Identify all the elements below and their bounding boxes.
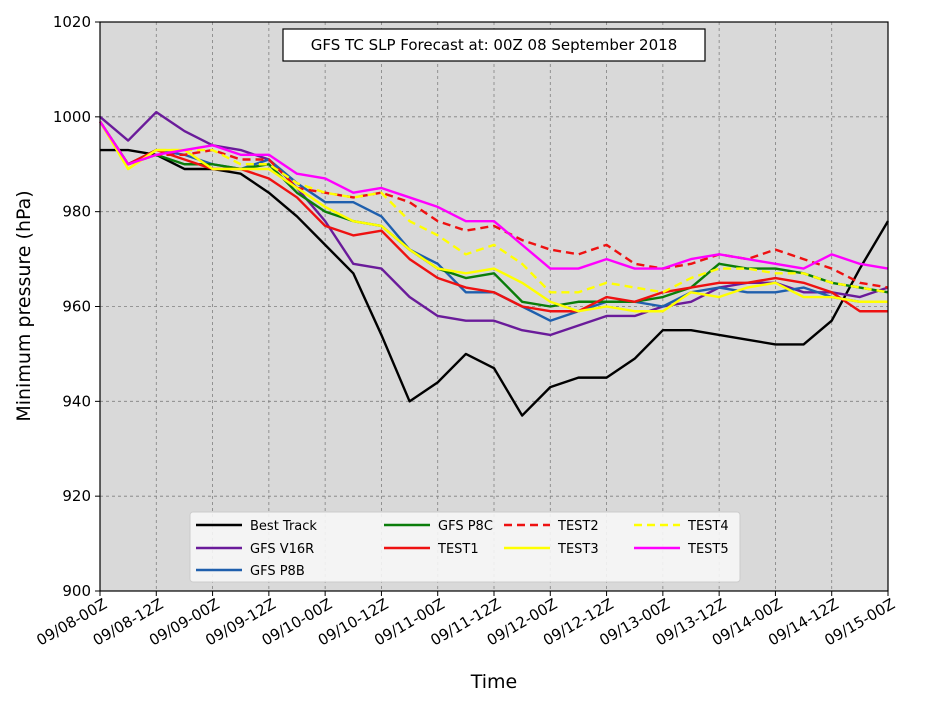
y-tick-label: 960 — [62, 298, 91, 316]
series-line-gfs-v16r — [99, 110, 889, 337]
legend-label: TEST2 — [557, 519, 599, 534]
legend-item: TEST3 — [504, 542, 599, 557]
series-line-test5 — [98, 120, 889, 270]
y-axis: 900 920 940 960 980 1000 1020 — [53, 13, 100, 600]
legend-label: GFS P8C — [438, 519, 493, 534]
y-tick-label: 940 — [62, 392, 91, 410]
series-line-gfs-p8c — [98, 120, 889, 308]
x-axis-title: Time — [470, 671, 518, 693]
series-layer — [98, 110, 890, 417]
x-axis: 09/08-00Z09/08-12Z09/09-00Z09/09-12Z09/1… — [33, 591, 898, 649]
y-tick-label: 1020 — [53, 13, 91, 31]
legend-item: GFS P8C — [384, 519, 493, 534]
series-line-test2 — [98, 120, 889, 289]
legend-item: TEST1 — [384, 542, 479, 557]
legend-label: TEST1 — [437, 542, 479, 557]
legend-item: Best Track — [196, 519, 317, 534]
y-tick-label: 1000 — [53, 108, 91, 126]
y-tick-label: 900 — [62, 582, 91, 600]
legend-label: TEST4 — [687, 519, 729, 534]
chart-title-box: GFS TC SLP Forecast at: 00Z 08 September… — [282, 28, 706, 62]
legend-label: Best Track — [250, 519, 317, 534]
chart-title: GFS TC SLP Forecast at: 00Z 08 September… — [311, 36, 677, 54]
series-line-test4 — [98, 120, 889, 294]
legend-label: TEST5 — [687, 542, 729, 557]
legend-item: TEST5 — [634, 542, 729, 557]
legend-item: TEST4 — [634, 519, 729, 534]
y-tick-label: 920 — [62, 487, 91, 505]
legend-item: TEST2 — [504, 519, 599, 534]
legend-item: GFS V16R — [196, 542, 314, 557]
y-axis-title: Minimum pressure (hPa) — [13, 190, 35, 421]
legend: Best Track GFS V16R GFS P8B GFS P8C TEST1 TES… — [189, 511, 741, 583]
legend-item: GFS P8B — [196, 564, 305, 579]
legend-label: GFS P8B — [250, 564, 305, 579]
series-line-test3 — [98, 120, 888, 313]
legend-label: GFS V16R — [250, 542, 314, 557]
legend-label: TEST3 — [557, 542, 599, 557]
series-line-best-track — [100, 148, 890, 417]
y-tick-label: 980 — [62, 203, 91, 221]
